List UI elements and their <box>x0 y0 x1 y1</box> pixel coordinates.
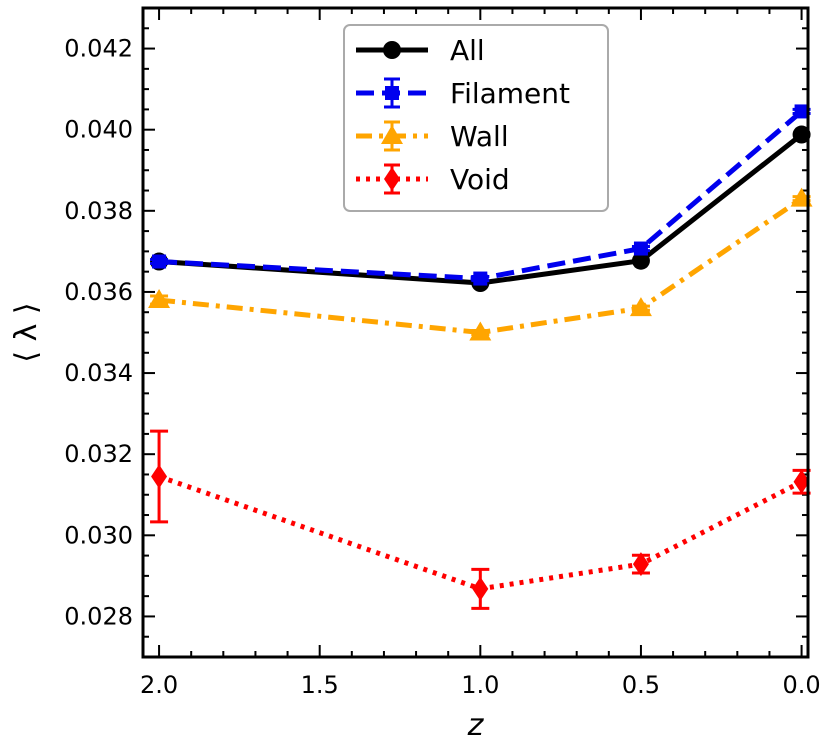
data-point <box>469 321 492 341</box>
data-point <box>631 251 650 270</box>
y-axis-label: ⟨ λ ⟩ <box>9 302 44 362</box>
legend-label: Wall <box>450 120 509 153</box>
data-point <box>148 289 171 309</box>
legend-entry: All <box>356 34 485 67</box>
series-line <box>158 474 803 592</box>
legend-marker <box>385 86 399 100</box>
x-tick-label: 0.5 <box>622 671 660 699</box>
legend-marker <box>383 41 401 59</box>
data-point <box>472 576 489 601</box>
legend: All Filament Wall Void <box>343 24 609 212</box>
y-tick-label: 0.030 <box>64 521 133 549</box>
y-tick-label: 0.042 <box>64 35 133 63</box>
legend-marker <box>381 125 403 144</box>
data-point <box>793 469 810 494</box>
x-tick-label: 0.0 <box>782 671 820 699</box>
data-point <box>629 297 652 317</box>
legend-marker <box>384 167 400 191</box>
series-wall <box>148 187 813 341</box>
series-filament <box>150 104 811 286</box>
y-tick-label: 0.028 <box>64 602 133 630</box>
x-tick-label: 1.5 <box>301 671 339 699</box>
y-tick-label: 0.032 <box>64 440 133 468</box>
data-point <box>151 464 168 489</box>
legend-label: All <box>450 34 485 67</box>
data-point <box>473 271 488 286</box>
data-point <box>152 254 167 269</box>
x-axis-label: z <box>467 708 485 743</box>
y-tick-label: 0.038 <box>64 197 133 225</box>
legend-entry: Wall <box>356 120 509 153</box>
chart-area: 0.028 0.030 0.032 0.034 0.036 0.038 0.040 0.042… <box>9 6 821 743</box>
data-point <box>633 241 648 256</box>
x-tick-label: 2.0 <box>140 671 178 699</box>
legend-label: Void <box>450 163 510 196</box>
y-tick-label: 0.034 <box>64 359 133 387</box>
legend-box <box>343 24 609 212</box>
x-tick-label: 1.0 <box>461 671 499 699</box>
y-tick-label: 0.036 <box>64 278 133 306</box>
legend-entry: Void <box>356 163 510 196</box>
data-point <box>792 125 811 144</box>
legend-label: Filament <box>450 77 570 110</box>
legend-entry: Filament <box>356 77 570 110</box>
series-line <box>158 196 803 335</box>
data-point <box>632 552 649 577</box>
series-line <box>158 109 804 282</box>
y-tick-label: 0.040 <box>64 116 133 144</box>
series-void <box>150 429 811 610</box>
plot-frame <box>141 6 810 659</box>
data-point <box>794 104 809 119</box>
